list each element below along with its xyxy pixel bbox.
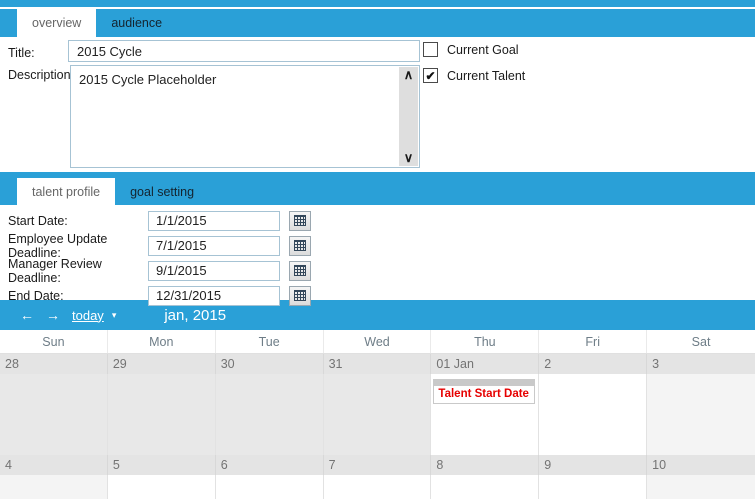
date-number-5[interactable]: 5 [108, 455, 216, 475]
date-picker-button-manager-review-deadline-[interactable] [289, 260, 311, 281]
week-date-band: 28 29 30 31 01 Jan 2 3 [0, 354, 755, 374]
calendar-cell-10[interactable] [647, 475, 755, 499]
calendar-cell-3[interactable] [647, 374, 755, 455]
date-number-01-jan[interactable]: 01 Jan [431, 354, 540, 374]
day-header-thu: Thu [431, 330, 540, 353]
tab-audience[interactable]: audience [111, 16, 163, 30]
calendar-cell-6[interactable] [215, 475, 324, 499]
date-picker-button-end-date-[interactable] [289, 285, 311, 306]
tab-overview[interactable]: overview [17, 9, 97, 37]
day-header-tue: Tue [216, 330, 324, 353]
description-textarea[interactable]: 2015 Cycle Placeholder ∧ ∨ [70, 65, 420, 168]
date-number-10[interactable]: 10 [652, 458, 667, 472]
checkbox-current-talent[interactable]: ✔ [423, 68, 438, 83]
date-picker-button-start-date-[interactable] [289, 210, 311, 231]
date-label-end-date-: End Date: [8, 288, 64, 303]
event-drag-handle[interactable] [434, 380, 535, 386]
date-number-6[interactable]: 6 [216, 455, 324, 475]
date-label-start-date-: Start Date: [8, 213, 68, 228]
date-input-employee-update-deadline-[interactable] [148, 235, 280, 256]
day-header-wed: Wed [324, 330, 432, 353]
calendar-week-2: 4 5 6 7 8 9 10 [0, 455, 755, 499]
scroll-down-icon[interactable]: ∨ [403, 150, 414, 165]
checkbox-label-current-talent: Current Talent [447, 68, 526, 83]
title-label: Title: [8, 46, 35, 60]
scroll-up-icon[interactable]: ∧ [403, 67, 414, 82]
calendar-cell-29[interactable] [107, 374, 216, 455]
calendar-cell-30[interactable] [215, 374, 324, 455]
calendar-weeks: 28 29 30 31 01 Jan 2 3 Talent Start Date 4 5 6 7 8 9 1… [0, 354, 755, 499]
calendar-cell-7[interactable] [323, 475, 432, 499]
checkbox-row-current-goal: Current Goal [423, 42, 525, 57]
checkbox-group: Current Goal ✔ Current Talent [423, 42, 525, 94]
calendar-cell-2[interactable] [539, 374, 648, 455]
date-number-4[interactable]: 4 [0, 455, 108, 475]
date-input-manager-review-deadline-[interactable] [148, 260, 280, 281]
calendar-grid-icon [294, 290, 306, 301]
date-number-29[interactable]: 29 [108, 354, 216, 374]
top-separator [0, 7, 755, 9]
calendar-prev-icon[interactable]: ← [20, 307, 34, 323]
calendar-event[interactable]: Talent Start Date [433, 379, 536, 404]
date-row-start-date-: Start Date: [0, 208, 755, 233]
date-number-8[interactable]: 8 [431, 455, 540, 475]
today-link[interactable]: today [72, 307, 104, 323]
view-dropdown-caret-icon[interactable]: ▾ [111, 309, 117, 320]
day-header-mon: Mon [108, 330, 216, 353]
checkbox-current-goal[interactable] [423, 42, 438, 57]
description-scrollbar[interactable]: ∧ ∨ [399, 67, 418, 166]
calendar-cell-9[interactable] [539, 475, 648, 499]
date-number-28[interactable]: 28 [0, 354, 108, 374]
calendar-grid-icon [294, 240, 306, 251]
calendar-grid-icon [294, 265, 306, 276]
date-row-employee-update-deadline-: Employee Update Deadline: [0, 231, 755, 260]
date-picker-button-employee-update-deadline-[interactable] [289, 235, 311, 256]
date-number-9[interactable]: 9 [539, 455, 648, 475]
week-body [0, 475, 755, 499]
calendar-cell-5[interactable] [107, 475, 216, 499]
day-header-sun: Sun [0, 330, 108, 353]
top-accent-bar [0, 0, 755, 7]
date-fields-panel: Start Date: Employee Update Deadline:Mana… [0, 205, 755, 306]
day-header-fri: Fri [539, 330, 648, 353]
date-number-7[interactable]: 7 [324, 455, 432, 475]
date-number-3[interactable]: 3 [652, 357, 660, 371]
calendar-day-header-row: Sun Mon Tue Wed Thu Fri Sat [0, 330, 755, 354]
calendar-cell-01-jan[interactable]: Talent Start Date [431, 374, 540, 455]
checkbox-label-current-goal: Current Goal [447, 42, 519, 57]
tab-goal-setting[interactable]: goal setting [130, 184, 195, 199]
calendar-grid-icon [294, 215, 306, 226]
calendar-title: jan, 2015 [164, 306, 227, 324]
event-title: Talent Start Date [438, 388, 529, 400]
week-date-band: 4 5 6 7 8 9 10 [0, 455, 755, 475]
calendar-cell-31[interactable] [323, 374, 432, 455]
date-number-30[interactable]: 30 [216, 354, 324, 374]
calendar-cell-4[interactable] [0, 475, 108, 499]
tab-talent-profile[interactable]: talent profile [17, 178, 116, 205]
title-input[interactable] [68, 40, 420, 62]
date-row-end-date-: End Date: [0, 283, 755, 308]
description-value: 2015 Cycle Placeholder [79, 72, 217, 87]
primary-tabstrip: overview audience [0, 9, 755, 37]
date-number-31[interactable]: 31 [324, 354, 432, 374]
date-input-end-date-[interactable] [148, 285, 280, 306]
date-input-start-date-[interactable] [148, 210, 280, 231]
date-label-employee-update-deadline-: Employee Update Deadline: [8, 231, 108, 260]
calendar-toolbar: ← → today ▾ jan, 2015 [0, 300, 755, 330]
overview-panel: Title: Description: 2015 Cycle Placehold… [0, 37, 755, 172]
description-label: Description: [8, 68, 74, 82]
checkbox-row-current-talent: ✔ Current Talent [423, 68, 525, 83]
date-label-manager-review-deadline-: Manager Review Deadline: [8, 256, 102, 285]
calendar-cell-28[interactable] [0, 374, 108, 455]
secondary-tabstrip: talent profile goal setting [0, 172, 755, 205]
day-header-sat: Sat [691, 334, 711, 349]
calendar-next-icon[interactable]: → [46, 307, 60, 323]
week-body: Talent Start Date [0, 374, 755, 455]
calendar-week-1: 28 29 30 31 01 Jan 2 3 Talent Start Date [0, 354, 755, 455]
calendar-cell-8[interactable] [431, 475, 540, 499]
date-row-manager-review-deadline-: Manager Review Deadline: [0, 256, 755, 285]
date-number-2[interactable]: 2 [539, 354, 648, 374]
